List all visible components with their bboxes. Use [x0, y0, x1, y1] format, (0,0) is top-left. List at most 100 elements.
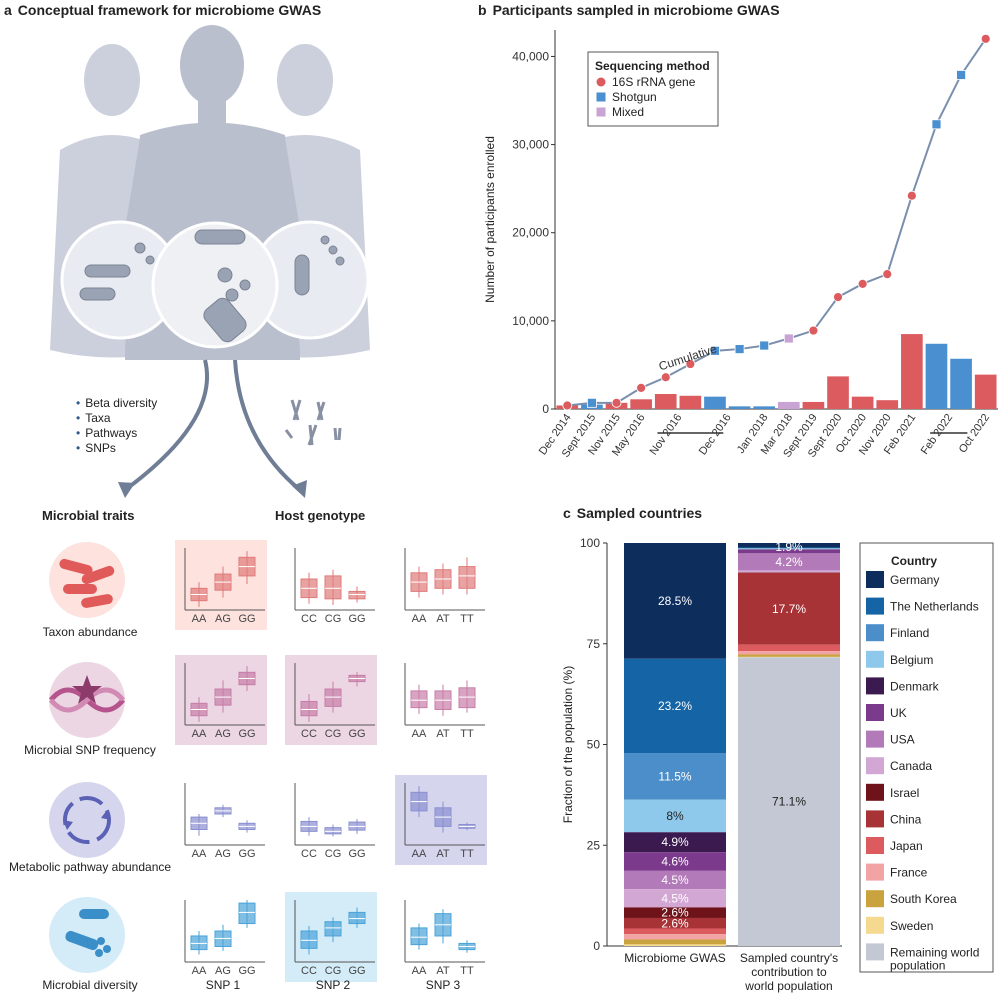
cumulative-point	[809, 326, 818, 335]
genotype-label: CG	[325, 965, 342, 977]
box	[411, 928, 427, 945]
legend-label: population	[890, 958, 945, 972]
study-bar	[852, 397, 874, 409]
genotype-label: GG	[238, 848, 255, 860]
y-tick-label: 0	[542, 402, 549, 416]
genotype-label: TT	[460, 613, 474, 625]
y-tick-label: 30,000	[512, 138, 549, 152]
genotype-label: CG	[325, 728, 342, 740]
x-tick-label: Dec 2016	[697, 412, 734, 457]
legend-label: France	[890, 866, 928, 880]
y-tick-label: 50	[587, 738, 601, 752]
bullet-item: SNPs	[76, 441, 157, 456]
taxon-icon	[47, 540, 127, 620]
legend-swatch	[866, 810, 884, 827]
trait-label: Microbial diversity	[0, 978, 180, 992]
legend-swatch	[866, 784, 884, 801]
legend-swatch	[866, 651, 884, 668]
stack-segment	[738, 645, 840, 651]
genotype-label: AA	[192, 965, 207, 977]
genotype-label: GG	[238, 965, 255, 977]
genotype-label: CC	[301, 728, 317, 740]
study-bar	[901, 334, 923, 409]
genotype-label: CC	[301, 848, 317, 860]
genotype-label: CG	[325, 848, 342, 860]
study-bar	[630, 399, 652, 409]
legend-label: USA	[890, 733, 915, 747]
box	[325, 828, 341, 834]
cumulative-point	[932, 120, 941, 129]
legend-swatch	[597, 93, 606, 102]
study-bar	[975, 375, 997, 409]
genotype-label: AT	[436, 848, 450, 860]
data-label: 23.2%	[658, 699, 692, 713]
cumulative-point	[907, 191, 916, 200]
y-axis-label: Number of participants enrolled	[483, 136, 497, 303]
genotype-label: GG	[348, 965, 365, 977]
study-bar	[729, 406, 751, 409]
genotype-label: GG	[238, 613, 255, 625]
category-label: contribution to	[751, 965, 827, 979]
data-label: 4.5%	[661, 891, 689, 905]
trait-label: Microbial SNP frequency	[0, 743, 180, 757]
cumulative-point	[637, 383, 646, 392]
genotype-label: GG	[348, 728, 365, 740]
genotype-label: AA	[412, 965, 427, 977]
trait-column: Taxon abundance Microbial SNP frequency …	[0, 540, 180, 1000]
y-tick-label: 75	[587, 637, 601, 651]
cumulative-point	[760, 341, 769, 350]
study-bar	[655, 394, 677, 409]
legend-label: The Netherlands	[890, 600, 979, 614]
stack-segment	[738, 651, 840, 654]
box	[411, 691, 427, 708]
box	[325, 922, 341, 936]
cumulative-point	[563, 401, 572, 410]
legend-label: Israel	[890, 786, 919, 800]
genotype-label: AG	[215, 728, 231, 740]
legend-label: UK	[890, 706, 907, 720]
box	[349, 912, 365, 923]
category-label: world population	[744, 979, 832, 993]
bullet-item: Pathways	[76, 426, 157, 441]
stack-segment	[624, 944, 726, 946]
x-tick-label: Feb 2022	[919, 412, 955, 457]
legend-label: South Korea	[890, 892, 957, 906]
microbial-traits-heading: Microbial traits	[42, 508, 134, 523]
genotype-label: AA	[412, 613, 427, 625]
data-label: 17.7%	[772, 602, 806, 616]
host-genotype-heading: Host genotype	[275, 508, 365, 523]
snp-label: SNP 2	[316, 978, 351, 992]
chromosome-icons	[286, 400, 340, 445]
stack-segment	[738, 570, 840, 572]
legend-swatch	[866, 624, 884, 641]
trait-label: Metabolic pathway abundance	[0, 860, 180, 874]
data-label: 11.5%	[658, 769, 691, 783]
y-tick-label: 10,000	[512, 314, 549, 328]
legend-label: Remaining world	[890, 945, 979, 959]
genotype-label: AA	[412, 728, 427, 740]
y-tick-label: 20,000	[512, 226, 549, 240]
legend-swatch	[866, 757, 884, 774]
genotype-label: TT	[460, 848, 474, 860]
cumulative-point	[981, 34, 990, 43]
study-bar	[704, 397, 726, 409]
legend-label: Shotgun	[612, 90, 657, 104]
data-label: 2.6%	[661, 916, 689, 930]
bullet-item: Taxa	[76, 411, 157, 426]
data-label: 1.9%	[775, 540, 803, 554]
legend-swatch	[866, 731, 884, 748]
legend-title: Sequencing method	[595, 59, 710, 73]
legend-label: Canada	[890, 759, 932, 773]
genotype-label: CG	[325, 613, 342, 625]
study-bar	[950, 359, 972, 409]
legend-label: Japan	[890, 839, 923, 853]
